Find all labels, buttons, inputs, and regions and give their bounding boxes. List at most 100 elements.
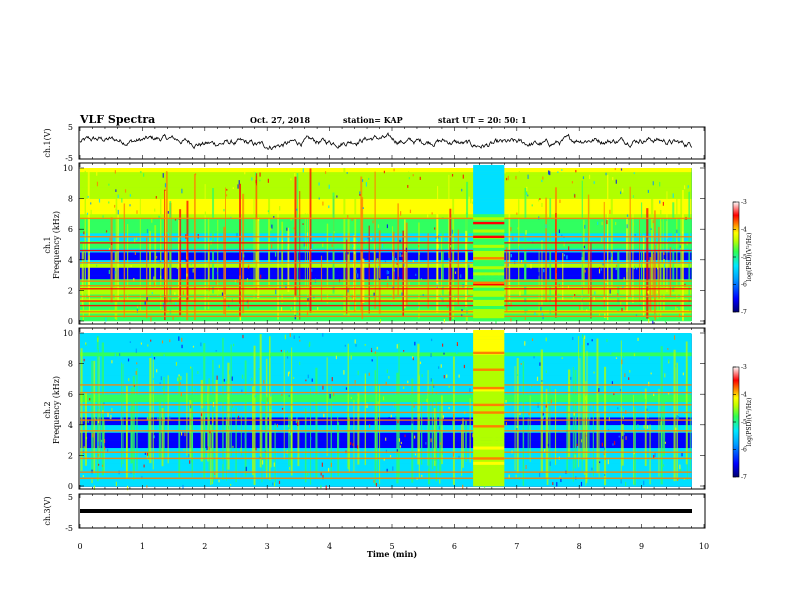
spectrogram-speckle [468, 196, 470, 200]
spectrogram-speckle [201, 408, 203, 412]
spectrogram-speckle [507, 262, 509, 267]
spectrogram-speckle [458, 374, 460, 378]
spectrogram-speckle [593, 296, 595, 301]
spectrogram-speckle [538, 272, 540, 276]
spectrogram-speckle [204, 282, 206, 287]
spectrogram-speckle [533, 356, 535, 359]
event-window-band [473, 348, 505, 352]
spectrogram-speckle [654, 316, 656, 321]
spectrogram-band [80, 171, 692, 176]
spectrogram-band [80, 344, 692, 349]
spectrogram-speckle [448, 258, 450, 262]
spectrogram-speckle [179, 236, 181, 241]
spectrogram-speckle [254, 172, 257, 176]
spectrogram-speckle [457, 306, 459, 311]
spectrogram-streak [364, 373, 367, 466]
colorbar-tick-label: -3 [741, 199, 747, 206]
spectrogram-line [80, 311, 692, 313]
spectrogram-speckle [527, 174, 529, 179]
spectrogram-speckle [270, 405, 272, 410]
spectrogram-speckle [318, 182, 320, 186]
spectrogram-band [80, 179, 692, 184]
spectrogram-speckle [545, 224, 547, 229]
event-window-line [473, 403, 505, 407]
spectrogram-speckle [654, 313, 656, 318]
spectrogram-streak [296, 173, 299, 320]
spectrogram-speckle [136, 308, 138, 313]
spectrogram-streak [632, 194, 634, 304]
spectrogram-band [80, 336, 692, 341]
spectrogram-band [80, 463, 692, 468]
spectrogram-speckle [445, 378, 447, 382]
spectrogram-speckle [413, 405, 415, 408]
spectrogram-streak [230, 344, 232, 456]
spectrogram-speckle [370, 408, 372, 412]
spectrogram-speckle [259, 179, 261, 182]
spectrogram-speckle [430, 338, 433, 342]
spectrogram-speckle [386, 369, 388, 374]
spectrogram-line [80, 404, 692, 406]
spectrogram-speckle [320, 472, 322, 476]
spectrogram-speckle [414, 435, 416, 439]
spectrogram-speckle [289, 433, 291, 436]
event-window-band [473, 375, 505, 380]
spectrogram-streak [210, 424, 212, 485]
spectrogram-speckle [143, 173, 145, 177]
spectrogram-speckle [419, 361, 422, 365]
event-window-band [473, 378, 505, 383]
spectrogram-speckle [472, 433, 474, 438]
spectrogram-speckle [454, 271, 457, 274]
spectrogram-speckle [109, 415, 111, 419]
spectrogram-speckle [302, 223, 304, 225]
spectrogram-streak [337, 422, 340, 477]
spectrogram-speckle [129, 204, 131, 207]
spectrogram-speckle [136, 210, 138, 214]
spectrogram-speckle [206, 288, 208, 291]
frequency-tick-label: 2 [68, 286, 73, 295]
spectrogram-streak [217, 219, 219, 296]
spectrogram-speckle [378, 278, 381, 281]
event-window-band [473, 216, 505, 221]
spectrogram-speckle [307, 472, 309, 476]
spectrogram-streak [167, 375, 169, 464]
spectrogram-streak [620, 340, 622, 482]
spectrogram-speckle [410, 334, 412, 337]
spectrogram-speckle [583, 245, 586, 249]
spectrogram-speckle [352, 443, 354, 446]
spectrogram-band [80, 233, 692, 238]
spectrogram-streak [652, 253, 654, 298]
ch3-ytick-top: 5 [68, 493, 73, 502]
spectrogram-streak [549, 385, 551, 473]
spectrogram-speckle [97, 454, 99, 457]
spectrogram-streak [465, 420, 467, 462]
spectrogram-band [80, 355, 692, 361]
spectrogram-speckle [610, 352, 612, 355]
spectrogram-speckle [581, 334, 584, 339]
spectrogram-speckle [637, 337, 639, 341]
spectrogram-streak [427, 389, 431, 485]
spectrogram-streak [672, 202, 675, 292]
event-window-band [473, 253, 505, 258]
spectrogram-speckle [354, 339, 356, 344]
spectrogram-speckle [189, 350, 191, 354]
spectrogram-speckle [648, 357, 650, 360]
spectrogram-speckle [395, 416, 397, 419]
spectrogram-speckle [177, 343, 179, 348]
spectrogram-speckle [462, 174, 464, 179]
spectrogram-streak [649, 424, 651, 485]
spectrogram-streak [84, 393, 87, 466]
spectrogram-streak [225, 187, 226, 317]
spectrogram-speckle [539, 198, 541, 200]
spectrogram-streak [91, 360, 94, 472]
spectrogram-speckle [665, 218, 668, 222]
spectrogram-speckle [653, 393, 655, 397]
spectrogram-speckle [240, 288, 242, 292]
spectrogram-speckle [516, 426, 518, 428]
event-window-line [473, 351, 505, 355]
spectrogram-speckle [455, 298, 458, 302]
ch1-spectrogram-ylabel-channel: ch.1 [43, 236, 52, 253]
spectrogram-speckle [687, 187, 690, 193]
spectrogram-streak [330, 385, 332, 480]
spectrogram-line [80, 477, 692, 479]
spectrogram-speckle [561, 357, 563, 359]
